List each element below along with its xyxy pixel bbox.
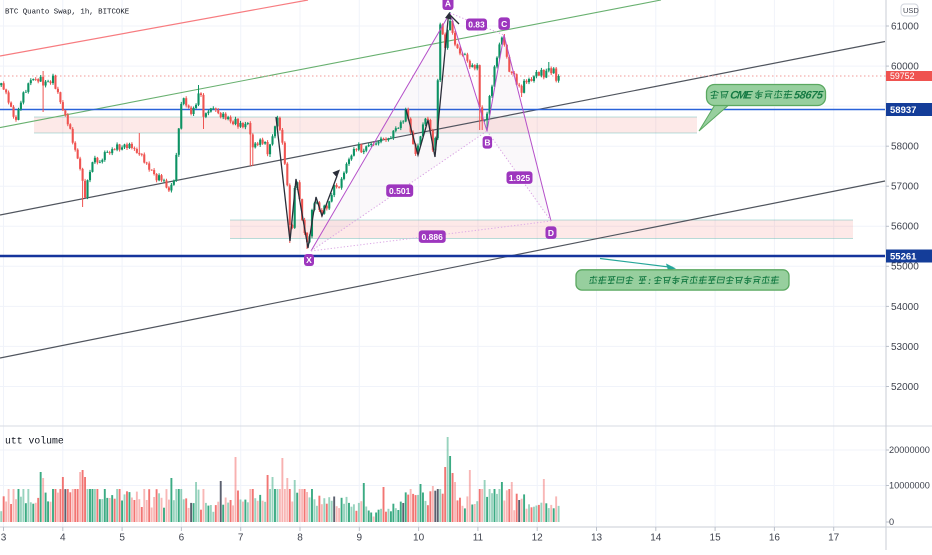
svg-text:X: X: [306, 255, 312, 265]
svg-text:0.501: 0.501: [389, 186, 411, 196]
svg-text:16: 16: [769, 533, 781, 544]
svg-text:7: 7: [238, 533, 244, 544]
svg-text:57000: 57000: [891, 182, 919, 193]
svg-text:58675: 58675: [793, 90, 825, 102]
svg-text:56000: 56000: [891, 222, 919, 233]
svg-text:5: 5: [119, 533, 125, 544]
svg-text:8: 8: [297, 533, 303, 544]
svg-text:20000000: 20000000: [889, 445, 930, 455]
svg-text:0: 0: [889, 517, 894, 527]
svg-text:12: 12: [532, 533, 544, 544]
svg-text:A: A: [445, 0, 451, 9]
svg-text:52000: 52000: [891, 382, 919, 393]
svg-text:C: C: [501, 19, 507, 29]
svg-text:USD: USD: [903, 6, 919, 15]
svg-text:17: 17: [828, 533, 840, 544]
svg-text:3: 3: [1, 533, 7, 544]
svg-text:0.83: 0.83: [468, 20, 485, 30]
svg-text:4: 4: [60, 533, 66, 544]
svg-text:BTC Quanto Swap, 1h, BITCOKE: BTC Quanto Swap, 1h, BITCOKE: [5, 9, 130, 17]
svg-text:0.886: 0.886: [422, 232, 444, 242]
svg-text:55000: 55000: [891, 262, 919, 273]
svg-text:1.925: 1.925: [509, 173, 531, 183]
svg-text:59752: 59752: [890, 71, 915, 81]
svg-text:61000: 61000: [891, 21, 919, 32]
svg-text:utt volume: utt volume: [5, 436, 64, 447]
svg-text:13: 13: [591, 533, 603, 544]
svg-text:14: 14: [650, 533, 662, 544]
svg-text:15: 15: [710, 533, 722, 544]
svg-text:CME: CME: [729, 90, 753, 102]
svg-text:53000: 53000: [891, 342, 919, 353]
svg-text:D: D: [548, 228, 554, 238]
svg-text:9: 9: [357, 533, 363, 544]
svg-text:6: 6: [179, 533, 185, 544]
svg-text:58000: 58000: [891, 142, 919, 153]
svg-text:54000: 54000: [891, 302, 919, 313]
svg-text:11: 11: [473, 533, 484, 544]
svg-text:10000000: 10000000: [889, 481, 930, 491]
svg-text:B: B: [484, 137, 490, 147]
svg-text:10: 10: [413, 533, 425, 544]
svg-text:55261: 55261: [890, 252, 917, 263]
svg-text:58937: 58937: [890, 105, 916, 116]
